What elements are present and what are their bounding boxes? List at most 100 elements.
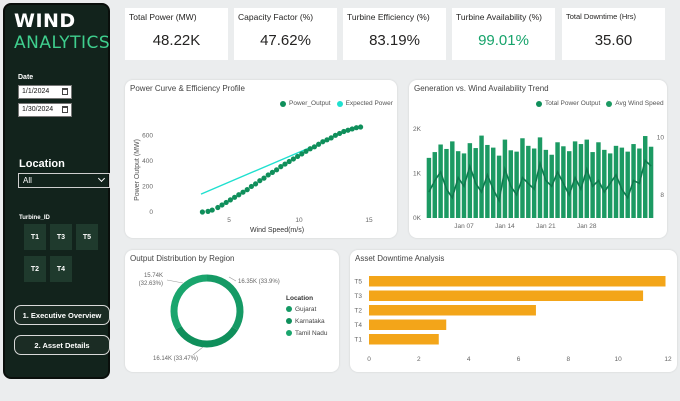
scatter-point <box>265 172 271 178</box>
legend-label: Karnataka <box>295 318 325 325</box>
turbine-button-t1[interactable]: T1 <box>24 224 46 250</box>
nav-asset-details-button[interactable]: 2. Asset Details <box>14 335 110 355</box>
kpi-title: Total Power (MW) <box>129 12 197 22</box>
scatter-point <box>328 135 334 141</box>
power-curve-panel: Power Curve & Efficiency Profile Power_O… <box>125 80 397 238</box>
scatter-point <box>261 175 267 181</box>
bar <box>584 139 589 218</box>
scatter-point <box>341 128 347 135</box>
asset-downtime-chart[interactable]: T5 T3 T2 T4 T1 0 2 4 6 8 10 12 <box>350 250 677 372</box>
output-distribution-chart[interactable]: Location 16.35K (33.9%) 15.74K (32.63%) 16.… <box>125 250 339 372</box>
generation-trend-chart[interactable]: 0K 1K 2K 8 10 Jan 07 Jan 14 Jan 21 Jan 28 <box>409 80 667 238</box>
date-end-input[interactable]: 1/30/2024 <box>18 103 72 117</box>
scatter-point <box>253 181 259 187</box>
chevron-down-icon <box>97 174 106 183</box>
location-dropdown[interactable]: All <box>18 173 110 188</box>
generation-trend-title: Generation vs. Wind Availability Trend <box>414 84 549 93</box>
bar <box>567 151 572 218</box>
scatter-point <box>290 156 296 162</box>
bar <box>625 151 630 218</box>
donut-slice <box>170 274 208 330</box>
legend-label: Total Power Output <box>545 100 601 107</box>
kpi-card-total-power: Total Power (MW) 48.22K <box>125 8 228 60</box>
y-left-tick-label: 2K <box>413 126 422 133</box>
location-label: Location <box>19 158 65 170</box>
scatter-point <box>282 161 288 167</box>
calendar-icon[interactable] <box>62 106 68 113</box>
bar <box>537 137 543 218</box>
kpi-value: 35.60 <box>594 32 633 49</box>
bar <box>444 148 449 218</box>
scatter-point <box>324 137 330 143</box>
scatter-point <box>358 124 364 130</box>
leader-line <box>166 279 184 284</box>
turbine-button-t2[interactable]: T2 <box>24 256 46 282</box>
turbine-button-t3[interactable]: T3 <box>50 224 72 250</box>
calendar-icon[interactable] <box>62 88 68 95</box>
logo-analytics: ANALYTICS <box>14 33 111 53</box>
scatter-point <box>320 139 326 145</box>
bar <box>607 153 613 218</box>
bar <box>479 135 484 218</box>
scatter-point <box>337 130 343 137</box>
kpi-card-total-downtime: Total Downtime (Hrs) 35.60 <box>562 8 665 60</box>
bar <box>369 276 666 287</box>
kpi-value: 47.62% <box>260 32 311 49</box>
legend-dot <box>606 100 613 107</box>
scatter-point <box>199 209 205 215</box>
date-start-value: 1/1/2024 <box>22 88 50 95</box>
scatter-point <box>295 153 301 160</box>
turbine-button-t4[interactable]: T4 <box>50 256 72 282</box>
y-tick-label: T2 <box>354 307 362 314</box>
power-curve-chart[interactable]: Power Output (MW) Wind Speed(m/s) 0 200 40… <box>125 80 397 238</box>
x-tick-label: 0 <box>367 356 371 363</box>
scatter-point <box>257 178 263 184</box>
x-tick-label: 2 <box>417 356 421 363</box>
scatter-point <box>307 146 313 152</box>
scatter-point <box>219 202 225 208</box>
x-tick-label: Jan 21 <box>536 223 556 230</box>
date-end-value: 1/30/2024 <box>22 106 54 113</box>
x-tick-label: 4 <box>467 356 471 363</box>
legend-dot <box>286 330 292 336</box>
kpi-card-capacity-factor: Capacity Factor (%) 47.62% <box>234 8 337 60</box>
legend-label: Power_Output <box>289 100 331 107</box>
kpi-value: 48.22K <box>152 32 201 49</box>
bar <box>514 151 519 218</box>
turbine-button-t5[interactable]: T5 <box>76 224 98 250</box>
scatter-point <box>332 132 338 138</box>
scatter-point <box>223 199 229 206</box>
x-tick-label: 10 <box>615 356 623 363</box>
bar <box>613 145 619 218</box>
output-distribution-panel: Output Distribution by Region Location 1… <box>125 250 339 372</box>
legend-label: Tamil Nadu <box>295 330 328 337</box>
x-tick-label: 8 <box>567 356 571 363</box>
legend-label: Expected Power <box>345 100 393 107</box>
sidebar: WIND ANALYTICS Date 1/1/2024 1/30/2024 L… <box>3 3 110 379</box>
generation-trend-legend: Total Power Output Avg Wind Speed <box>536 100 664 107</box>
generation-trend-panel: Generation vs. Wind Availability Trend T… <box>409 80 667 238</box>
turbine-label: Turbine_ID <box>19 215 50 221</box>
date-start-input[interactable]: 1/1/2024 <box>18 85 72 99</box>
y-right-tick-label: 8 <box>660 192 664 199</box>
logo-wind: WIND <box>14 10 76 32</box>
bar <box>369 334 439 345</box>
bar <box>369 290 644 301</box>
scatter-point <box>215 204 221 211</box>
x-tick-label: 6 <box>517 356 521 363</box>
legend-dot <box>336 100 343 107</box>
scatter-point <box>286 158 292 165</box>
y-tick-label: 600 <box>142 132 153 139</box>
y-tick-label: T3 <box>354 293 362 300</box>
x-tick-label: 15 <box>365 217 373 224</box>
y-left-tick-label: 1K <box>413 170 422 177</box>
x-tick-label: 5 <box>227 217 231 224</box>
nav-executive-overview-button[interactable]: 1. Executive Overview <box>14 305 110 325</box>
scatter-point <box>269 169 275 175</box>
y-right-tick-label: 10 <box>657 134 665 141</box>
y-tick-label: 200 <box>142 183 153 190</box>
scatter-point <box>311 144 317 150</box>
bar <box>455 151 461 218</box>
legend-dot <box>286 306 292 312</box>
scatter-point <box>316 141 322 147</box>
